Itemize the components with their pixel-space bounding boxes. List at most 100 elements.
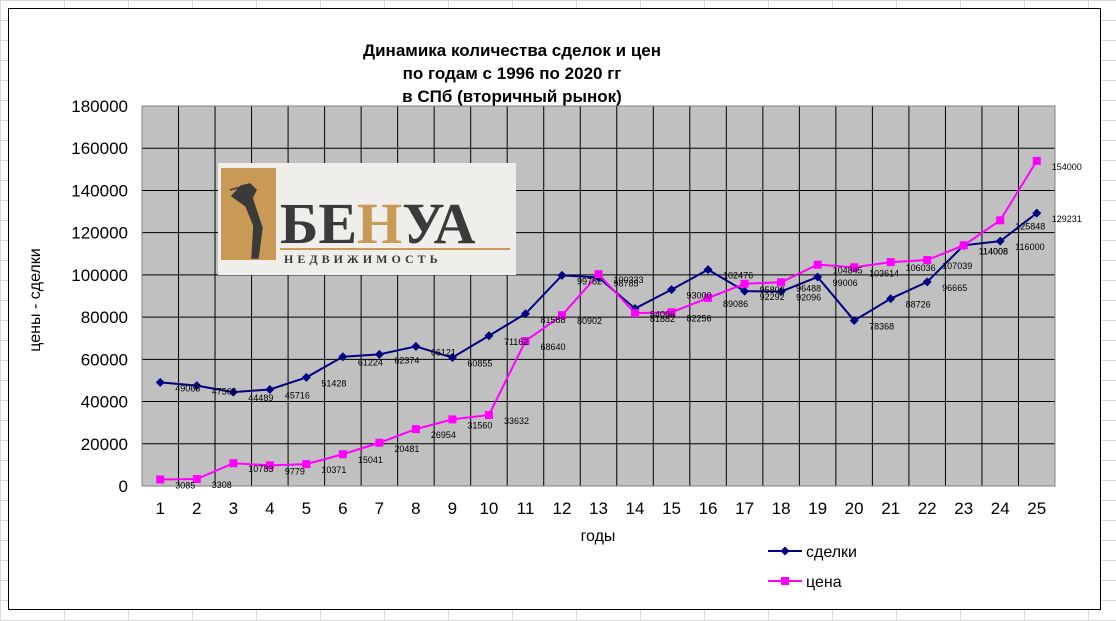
title-line-3: в СПб (вторичный рынок) [402,87,622,106]
point-marker [850,263,859,272]
data-label: 96665 [942,283,967,293]
x-tick-label: 24 [991,499,1010,518]
data-label: 114008 [979,246,1008,256]
data-label: 95800 [760,285,785,295]
data-label: 9779 [285,466,305,476]
data-label: 33632 [504,416,529,426]
data-label: 60855 [467,359,492,369]
data-label: 107039 [942,261,972,271]
data-label: 10783 [248,464,273,474]
x-tick-label: 15 [662,499,681,518]
data-label: 44489 [248,393,273,403]
data-label: 100333 [614,275,644,285]
x-tick-label: 23 [954,499,973,518]
data-label: 81588 [540,315,565,325]
x-tick-label: 5 [302,499,311,518]
point-marker [301,372,311,382]
x-tick-label: 9 [448,499,457,518]
point-marker [338,352,348,362]
data-label: 68640 [540,342,565,352]
axes: 0 20000 40000 60000 80000 100000 120000 140000 1… [71,97,1046,518]
data-label: 92292 [760,292,785,302]
data-label: 99006 [833,278,858,288]
y-tick-label: 140000 [71,181,128,200]
point-marker [667,285,677,295]
x-tick-label: 14 [626,499,645,518]
data-label: 98785 [614,278,639,288]
data-label: 61224 [358,358,383,368]
title-line-2: по годам с 1996 по 2020 гг [403,64,622,83]
point-marker [886,294,896,304]
x-tick-label: 11 [517,499,535,518]
plot-border [141,105,1056,487]
point-marker [996,216,1005,225]
data-label: 71162 [504,337,528,347]
point-marker [155,377,165,387]
x-tick-label: 21 [881,499,900,518]
point-marker [338,450,347,459]
point-marker [374,349,384,359]
data-label: 26954 [431,430,456,440]
x-axis-title: годы [581,528,616,545]
heron-icon [229,183,263,259]
data-label: 89086 [723,299,748,309]
legend[interactable]: сделки цена [768,544,857,591]
data-label: 47566 [212,387,237,397]
y-tick-label: 20000 [81,435,128,454]
point-marker [484,331,494,341]
point-marker [1032,208,1042,218]
data-label: 80902 [577,316,602,326]
data-label: 10371 [321,465,346,475]
data-label: 3308 [212,480,232,490]
point-marker [813,272,823,282]
data-label: 104845 [833,266,863,276]
y-tick-label: 180000 [71,97,128,116]
data-label: 81882 [650,314,675,324]
data-label: 92096 [796,293,821,303]
data-label: 93000 [687,291,712,301]
x-tick-label: 22 [918,499,937,518]
point-marker [192,381,202,391]
data-label: 114008 [979,246,1008,256]
data-label: 20481 [394,444,419,454]
point-marker [411,341,421,351]
point-marker [265,461,274,470]
data-label: 62374 [394,355,419,365]
point-marker [156,475,165,484]
point-marker [447,353,457,363]
x-tick-label: 7 [375,499,384,518]
point-marker [229,459,238,468]
y-tick-label: 100000 [71,266,128,285]
point-marker [740,286,750,296]
logo-sub-text: НЕДВИЖИМОСТЬ [284,252,442,266]
x-tick-label: 25 [1027,499,1046,518]
point-marker [192,475,201,484]
point-marker [776,287,786,297]
x-tick-label: 4 [265,499,274,518]
point-marker [521,337,530,346]
y-tick-label: 40000 [81,393,128,412]
data-label: 45716 [285,390,310,400]
point-marker [265,384,275,394]
point-marker [411,425,420,434]
point-marker [923,256,932,265]
point-marker [813,260,822,269]
point-marker [886,258,895,267]
data-label: 125848 [1015,221,1045,231]
point-marker [302,460,311,469]
legend-label: сделки [806,544,857,561]
logo-main-text: БЕНУА [280,191,476,256]
y-tick-label: 160000 [71,139,128,158]
y-tick-label: 60000 [81,350,128,369]
x-tick-label: 12 [553,499,572,518]
point-marker [704,293,713,302]
point-marker [1032,156,1041,165]
point-marker [594,270,603,279]
data-label: 49068 [175,383,200,393]
x-tick-label: 19 [808,499,827,518]
y-axis-title: цены - сделки [27,248,44,351]
point-marker [849,316,859,326]
data-label: 88726 [906,300,931,310]
x-tick-label: 8 [411,499,420,518]
